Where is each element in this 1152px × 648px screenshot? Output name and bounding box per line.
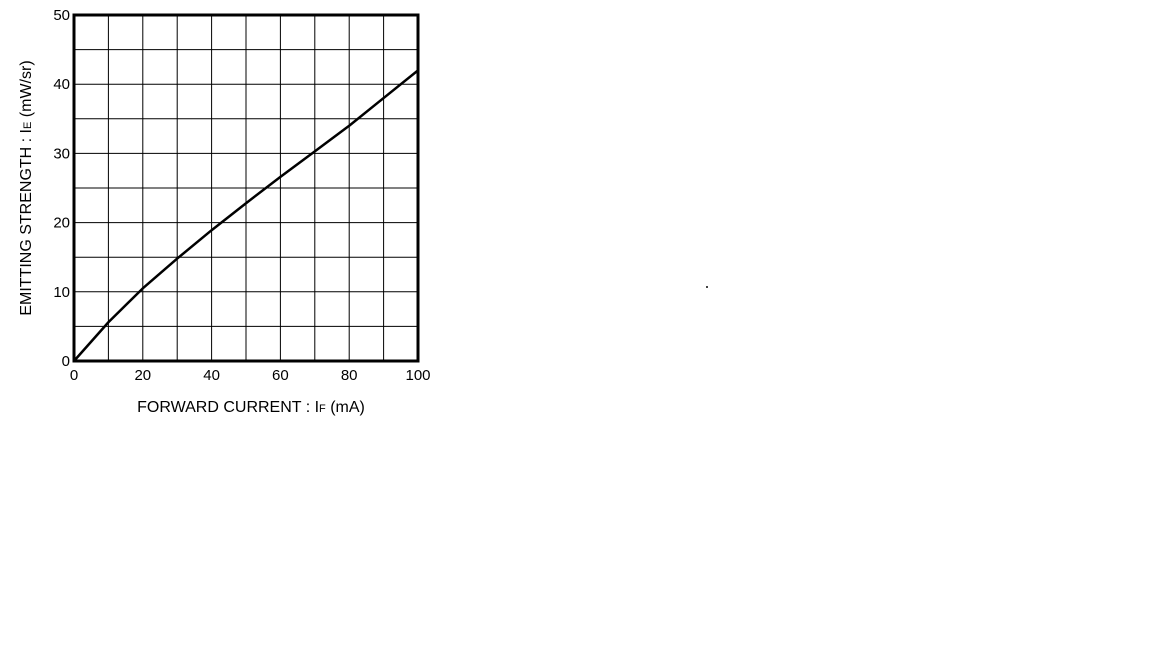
x-tick-label: 60: [272, 367, 289, 384]
y-tick-label: 10: [53, 284, 70, 301]
y-tick-label: 20: [53, 215, 70, 232]
data-series: [73, 69, 419, 362]
y-tick-label: 40: [53, 76, 70, 93]
y-tick-label: 0: [62, 353, 70, 370]
grid: [74, 15, 418, 361]
plot-frame: [72, 13, 420, 363]
x-tick-label: 80: [341, 367, 358, 384]
x-tick-label: 0: [70, 367, 78, 384]
series-line: [73, 69, 419, 362]
x-tick-label: 100: [405, 367, 430, 384]
y-tick-label: 50: [53, 7, 70, 24]
x-tick-label: 40: [203, 367, 220, 384]
x-tick-labels: 0 20 40 60 80 100: [70, 367, 431, 384]
x-axis-label: FORWARD CURRENT : IF (mA): [137, 399, 365, 416]
stray-dot: [706, 286, 708, 288]
x-tick-label: 20: [134, 367, 151, 384]
y-tick-label: 30: [53, 145, 70, 162]
y-axis-label: EMITTING STRENGTH : IE (mW/sr): [18, 60, 35, 315]
y-tick-labels: 0 10 20 30 40 50: [53, 7, 70, 370]
